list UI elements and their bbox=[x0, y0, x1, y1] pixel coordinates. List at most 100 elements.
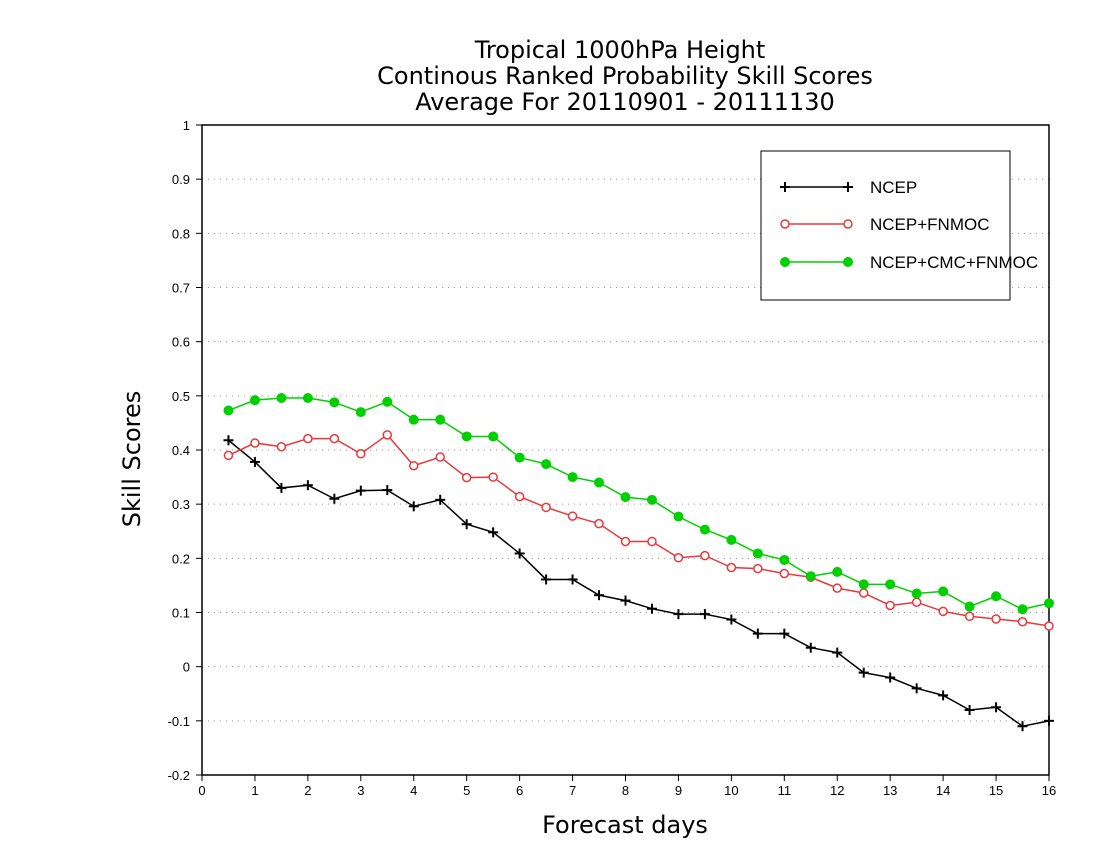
data-point bbox=[567, 574, 578, 585]
data-point bbox=[461, 519, 472, 530]
legend-item: NCEP bbox=[780, 178, 917, 197]
data-point bbox=[991, 591, 1002, 602]
data-point bbox=[673, 511, 684, 522]
x-tick-label: 13 bbox=[883, 783, 897, 798]
x-tick-label: 0 bbox=[198, 783, 205, 798]
data-point bbox=[276, 393, 287, 403]
data-point bbox=[382, 430, 393, 440]
x-axis-title: Forecast days bbox=[542, 811, 708, 839]
legend-label: NCEP+FNMOC bbox=[870, 215, 989, 234]
data-point bbox=[302, 393, 313, 403]
data-point bbox=[885, 672, 896, 683]
data-point bbox=[329, 397, 340, 408]
data-point bbox=[1044, 598, 1054, 609]
data-point bbox=[461, 431, 472, 442]
legend-item: NCEP+CMC+FNMOC bbox=[780, 253, 1038, 272]
data-point bbox=[594, 590, 605, 601]
y-axis-title: Skill Scores bbox=[118, 391, 146, 528]
data-point bbox=[223, 450, 234, 461]
series-layer bbox=[223, 393, 1054, 732]
legend-marker bbox=[843, 219, 853, 229]
x-tick-label: 1 bbox=[251, 783, 258, 798]
data-point bbox=[805, 571, 816, 582]
data-point bbox=[488, 472, 498, 482]
data-point bbox=[938, 606, 948, 617]
data-point bbox=[779, 628, 790, 639]
x-axis: 0 1 2 3 4 5 6 7 8 9 10 11 12 13 14 15 16 bbox=[198, 775, 1056, 798]
y-tick-label: 0.8 bbox=[172, 226, 190, 241]
x-tick-label: 11 bbox=[778, 783, 792, 798]
data-point bbox=[567, 472, 578, 483]
data-point bbox=[1044, 621, 1054, 631]
data-point bbox=[276, 442, 287, 452]
data-point bbox=[699, 609, 710, 620]
data-point bbox=[594, 477, 605, 488]
data-point bbox=[911, 588, 922, 599]
legend-box bbox=[760, 150, 1011, 301]
data-point bbox=[567, 511, 578, 521]
data-point bbox=[832, 566, 843, 577]
data-point bbox=[753, 563, 763, 574]
data-point bbox=[858, 588, 869, 598]
data-point bbox=[805, 642, 816, 653]
data-point bbox=[461, 472, 472, 483]
data-point bbox=[858, 667, 869, 678]
x-tick-label: 10 bbox=[724, 783, 738, 798]
data-point bbox=[700, 550, 710, 561]
data-point bbox=[911, 597, 922, 607]
legend-marker bbox=[780, 219, 790, 229]
series-line bbox=[228, 397, 1050, 611]
y-tick-label: -0.1 bbox=[168, 714, 190, 729]
y-tick-label: 0.9 bbox=[172, 172, 190, 187]
y-tick-label: 0 bbox=[183, 660, 190, 675]
legend-item: NCEP+FNMOC bbox=[780, 215, 989, 234]
data-point bbox=[514, 548, 525, 559]
data-point bbox=[779, 554, 790, 565]
data-point bbox=[514, 491, 525, 502]
y-tick-label: 0.6 bbox=[172, 335, 190, 350]
y-tick-label: 0.2 bbox=[172, 551, 190, 566]
title-line-3: Average For 20110901 - 20111130 bbox=[415, 88, 835, 116]
data-point bbox=[726, 614, 737, 625]
data-point bbox=[620, 595, 631, 606]
data-point bbox=[409, 460, 419, 471]
legend-label: NCEP+CMC+FNMOC bbox=[870, 253, 1038, 272]
x-tick-label: 8 bbox=[622, 783, 629, 798]
data-point bbox=[673, 553, 684, 563]
x-tick-label: 3 bbox=[357, 783, 364, 798]
data-point bbox=[250, 438, 260, 448]
data-point bbox=[488, 527, 499, 538]
data-point bbox=[382, 396, 393, 407]
y-tick-label: 1 bbox=[183, 118, 190, 133]
y-tick-label: 0.1 bbox=[172, 606, 190, 621]
data-point bbox=[699, 524, 710, 535]
x-tick-label: 4 bbox=[410, 783, 417, 798]
data-point bbox=[858, 579, 869, 590]
data-point bbox=[356, 449, 366, 459]
data-point bbox=[329, 493, 340, 504]
data-point bbox=[726, 534, 737, 545]
data-point bbox=[1017, 604, 1028, 615]
series-ncep bbox=[223, 435, 1054, 732]
data-point bbox=[541, 502, 551, 513]
data-point bbox=[1044, 715, 1054, 726]
data-point bbox=[435, 494, 446, 505]
data-point bbox=[329, 433, 340, 444]
data-point bbox=[223, 405, 234, 416]
data-point bbox=[646, 603, 657, 614]
data-point bbox=[302, 480, 313, 491]
y-tick-label: 0.7 bbox=[172, 281, 190, 296]
data-point bbox=[938, 586, 949, 597]
data-point bbox=[1017, 721, 1028, 732]
data-point bbox=[752, 628, 763, 639]
legend-label: NCEP bbox=[870, 178, 917, 197]
data-point bbox=[620, 492, 631, 503]
legend-marker bbox=[780, 257, 790, 267]
legend: NCEP NCEP+FNMOC NCEP+CMC+FNMOC bbox=[760, 150, 1038, 301]
series-ncep-fnmoc bbox=[223, 430, 1054, 631]
data-point bbox=[408, 414, 419, 425]
x-tick-label: 6 bbox=[516, 783, 523, 798]
data-point bbox=[594, 518, 604, 529]
data-point bbox=[673, 609, 684, 620]
